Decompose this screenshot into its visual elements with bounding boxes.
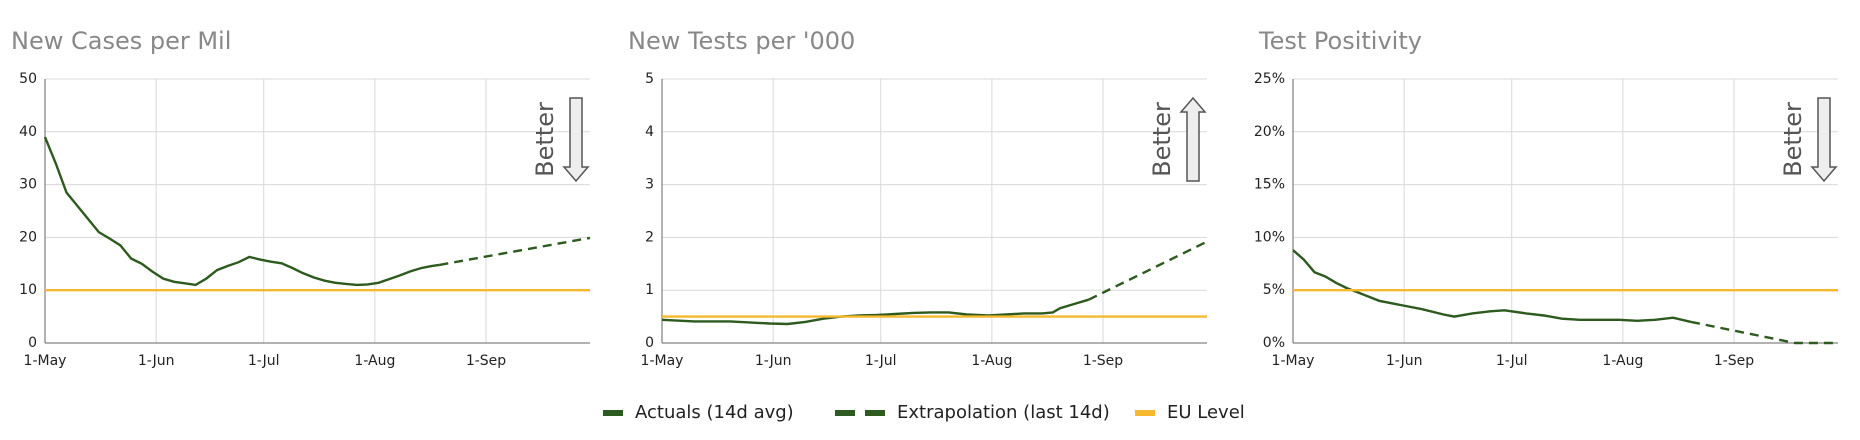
chart-title: New Tests per '000 [628, 27, 855, 55]
y-tick-label: 15% [1254, 177, 1285, 193]
x-tick-label: 1-May [24, 353, 67, 369]
y-tick-label: 30 [19, 177, 37, 193]
x-tick-label: 1-Jun [1386, 353, 1423, 369]
better-arrow [1810, 97, 1838, 183]
x-tick-label: 1-Sep [1714, 353, 1754, 369]
x-tick-label: 1-Sep [466, 353, 506, 369]
x-tick-label: 1-Jun [755, 353, 792, 369]
x-tick-label: 1-May [641, 353, 684, 369]
x-tick-label: 1-Jul [1496, 353, 1528, 369]
x-tick-label: 1-Aug [1602, 353, 1643, 369]
x-tick-label: 1-Aug [971, 353, 1012, 369]
extrapolation-line [439, 236, 591, 267]
y-tick-label: 4 [645, 124, 654, 140]
y-tick-label: 10% [1254, 229, 1285, 245]
line [661, 298, 1090, 326]
y-tick-label: 5% [1263, 282, 1285, 298]
x-tick-label: 1-Jul [865, 353, 897, 369]
line [1292, 249, 1692, 324]
chart-title: Test Positivity [1258, 27, 1422, 55]
x-tick-label: 1-May [1272, 353, 1315, 369]
y-tick-label: 0% [1263, 335, 1285, 351]
extrapolation-line [1088, 240, 1208, 301]
extrapolation-line [1690, 320, 1838, 345]
better-label: Better [1148, 102, 1176, 177]
y-tick-label: 25% [1254, 71, 1285, 87]
better-label: Better [531, 102, 559, 177]
line [43, 136, 440, 287]
chart-title: New Cases per Mil [11, 27, 231, 55]
y-tick-label: 50 [19, 71, 37, 87]
x-tick-label: 1-Jun [138, 353, 175, 369]
better-arrow [562, 97, 590, 183]
y-tick-label: 0 [28, 335, 37, 351]
y-tick-label: 10 [19, 282, 37, 298]
y-tick-label: 2 [645, 229, 654, 245]
x-tick-label: 1-Jul [248, 353, 280, 369]
y-tick-label: 3 [645, 177, 654, 193]
y-tick-label: 5 [645, 71, 654, 87]
y-tick-label: 20% [1254, 124, 1285, 140]
better-arrow [1179, 96, 1207, 182]
legend-label: EU Level [1167, 402, 1245, 423]
y-tick-label: 0 [645, 335, 654, 351]
y-tick-label: 1 [645, 282, 654, 298]
x-tick-label: 1-Aug [354, 353, 395, 369]
better-label: Better [1779, 102, 1807, 177]
x-tick-label: 1-Sep [1083, 353, 1123, 369]
y-tick-label: 20 [19, 229, 37, 245]
y-tick-label: 40 [19, 124, 37, 140]
legend-label: Extrapolation (last 14d) [897, 402, 1110, 423]
legend-label: Actuals (14d avg) [635, 402, 794, 423]
